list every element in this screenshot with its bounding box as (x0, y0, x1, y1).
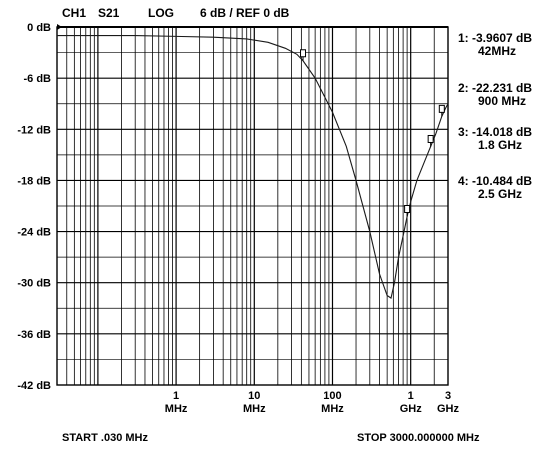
y-tick-label: -30 dB (17, 278, 51, 290)
x-tick-unit: MHz (321, 403, 344, 415)
y-tick-label: 0 dB (27, 22, 51, 34)
x-tick-label: 3 (445, 390, 451, 402)
marker-4-label: 4: (458, 174, 469, 188)
channel-label: CH1 (62, 6, 87, 20)
marker-1-label: 1: (458, 31, 469, 45)
x-tick-label: 10 (248, 390, 260, 402)
x-tick-label: 1 (408, 390, 414, 402)
x-tick-unit: MHz (165, 403, 188, 415)
y-tick-label: -36 dB (17, 329, 51, 341)
trace-line (57, 34, 449, 299)
format-label: LOG (148, 6, 174, 20)
y-tick-label: -12 dB (17, 124, 51, 136)
x-tick-unit: GHz (400, 403, 423, 415)
marker-2-value: -22.231 dB (472, 81, 533, 95)
marker-3-symbol (427, 134, 434, 143)
stop-frequency: STOP 3000.000000 MHz (357, 432, 480, 444)
marker-readout-4: 4: -10.484 dB 2.5 GHz (458, 175, 532, 201)
marker-readout-2: 2: -22.231 dB 900 MHz (458, 82, 532, 108)
start-frequency: START .030 MHz (62, 432, 148, 444)
marker-3-label: 3: (458, 125, 469, 139)
marker-3-value: -14.018 dB (472, 125, 533, 139)
marker-2-freq: 900 MHz (478, 94, 527, 108)
y-tick-label: -18 dB (17, 175, 51, 187)
y-tick-label: -24 dB (17, 227, 51, 239)
y-tick-label: -6 dB (24, 73, 52, 85)
marker-2-symbol (404, 204, 411, 213)
marker-readout-3: 3: -14.018 dB 1.8 GHz (458, 126, 532, 152)
marker-1-freq: 42MHz (478, 44, 517, 58)
x-tick-unit: MHz (243, 403, 266, 415)
reference-arrow-icon (57, 24, 62, 30)
marker-4-value: -10.484 dB (472, 174, 533, 188)
marker-4-freq: 2.5 GHz (478, 187, 523, 201)
marker-4-symbol (438, 104, 445, 113)
marker-3-freq: 1.8 GHz (478, 138, 523, 152)
x-tick-label: 1 (173, 390, 179, 402)
parameter-label: S21 (98, 6, 120, 20)
marker-2-label: 2: (458, 81, 469, 95)
marker-1-value: -3.9607 dB (472, 31, 533, 45)
x-tick-unit: GHz (437, 403, 460, 415)
marker-readout-1: 1: -3.9607 dB 42MHz (458, 32, 532, 58)
y-tick-label: -42 dB (17, 380, 51, 392)
marker-1-symbol (300, 49, 307, 58)
scale-label: 6 dB / REF 0 dB (200, 6, 290, 20)
x-tick-label: 100 (323, 390, 341, 402)
